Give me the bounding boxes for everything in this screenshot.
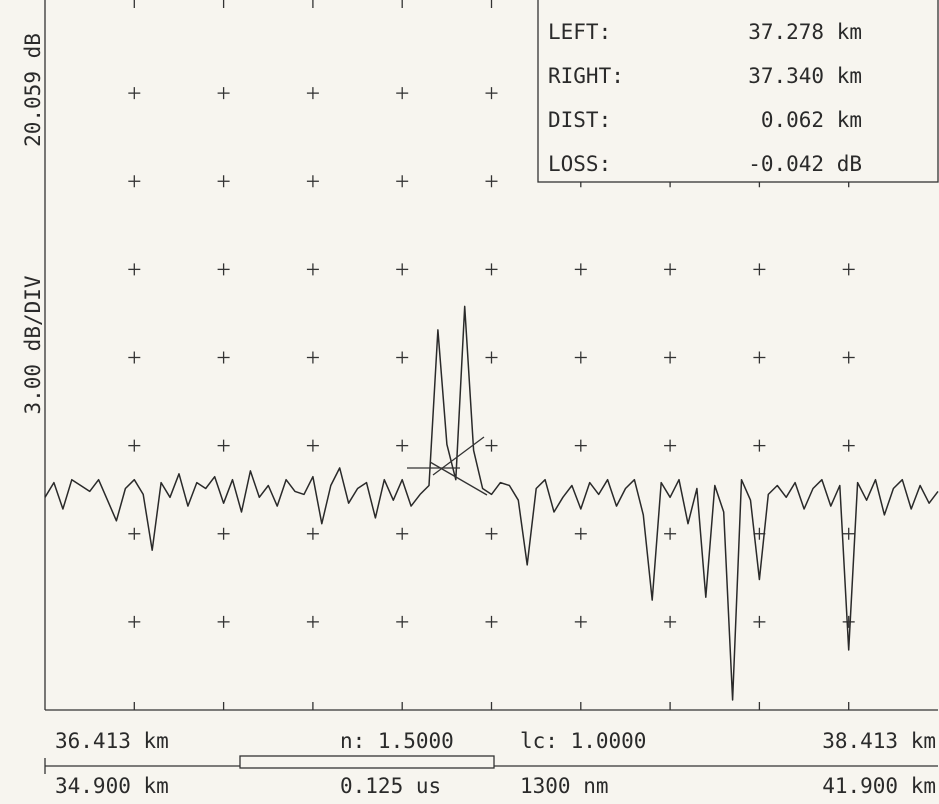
readout-box: LEFT: 37.278 km RIGHT: 37.340 km DIST: 0.062 …: [537, 0, 939, 183]
readout-value: 37.278 km: [748, 20, 862, 44]
span-start: 34.900 km: [55, 774, 169, 798]
y-top-label: 20.059 dB: [21, 33, 45, 147]
x-tick-label: 38.413 km: [822, 729, 936, 753]
lc: lc: 1.0000: [520, 729, 646, 753]
readout-label: LOSS:: [548, 152, 611, 176]
pulse-width: 0.125 us: [340, 774, 441, 798]
cursor-marker: [407, 436, 488, 496]
x-tick-label: 36.413 km: [55, 729, 169, 753]
readout-label: RIGHT:: [548, 64, 624, 88]
y-scale-label: 3.00 dB/DIV: [21, 275, 45, 414]
span-window: [239, 755, 495, 769]
refractive-index: n: 1.5000: [340, 729, 454, 753]
readout-value: -0.042 dB: [748, 152, 862, 176]
trace: [44, 305, 939, 701]
readout-value: 0.062 km: [761, 108, 862, 132]
wavelength: 1300 nm: [520, 774, 609, 798]
readout-label: DIST:: [548, 108, 611, 132]
readout-value: 37.340 km: [748, 64, 862, 88]
span-end: 41.900 km: [822, 774, 936, 798]
readout-label: LEFT:: [548, 20, 611, 44]
